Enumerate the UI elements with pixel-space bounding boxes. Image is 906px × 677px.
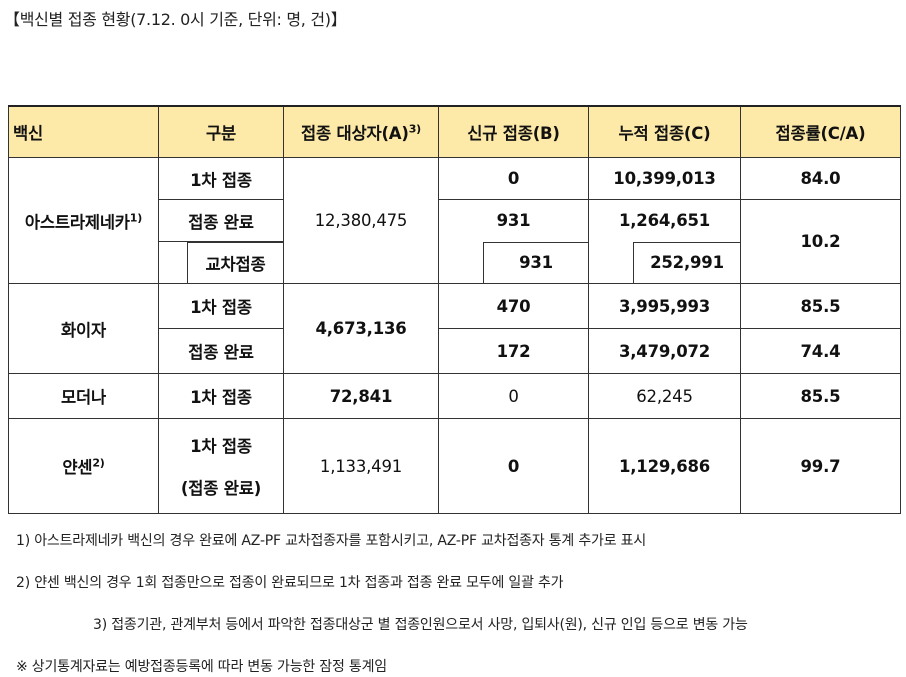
target-cell: 12,380,475 bbox=[283, 157, 439, 284]
header-category-label: 구분 bbox=[206, 124, 236, 143]
cross-label: 교차접종 bbox=[205, 255, 266, 274]
cross-new-value: 931 bbox=[519, 253, 553, 273]
footnote-3: 3) 접종기관, 관계부처 등에서 파악한 접종대상군 별 접종인원으로서 사망… bbox=[93, 617, 748, 633]
new-cell: 172 bbox=[438, 328, 589, 374]
header-cumulative-label: 누적 접종(C) bbox=[618, 124, 711, 143]
header-new-label: 신규 접종(B) bbox=[467, 124, 560, 143]
header-vaccine-label: 백신 bbox=[13, 124, 43, 143]
cumulative-cell: 1,129,686 bbox=[588, 418, 741, 514]
page-title: 【백신별 접종 현황(7.12. 0시 기준, 단위: 명, 건)】 bbox=[4, 10, 347, 29]
header-cumulative: 누적 접종(C) bbox=[588, 105, 741, 158]
janssen-label-complete: (접종 완료) bbox=[180, 479, 262, 498]
footnote-2: 2) 얀센 백신의 경우 1회 접종만으로 접종이 완료되므로 1차 접종과 접… bbox=[16, 575, 564, 591]
cumulative-cell: 3,479,072 bbox=[588, 328, 741, 374]
header-category: 구분 bbox=[158, 105, 284, 158]
table-header-row: 백신 구분 접종 대상자(A)3) 신규 접종(B) 누적 접종(C) 접종률(… bbox=[8, 105, 901, 158]
new-cell: 470 bbox=[438, 283, 589, 329]
table-row: 교차접종 931 252,991 bbox=[9, 241, 901, 284]
cumulative-cell: 1,264,651 bbox=[588, 199, 741, 242]
vaccine-name-az-footnote: 1) bbox=[129, 211, 143, 224]
new-cell: 0 bbox=[438, 157, 589, 200]
footnote-disclaimer: ※ 상기통계자료는 예방접종등록에 따라 변동 가능한 잠정 통계임 bbox=[16, 659, 387, 675]
category-cell: 1차 접종 bbox=[158, 283, 284, 329]
rate-cell: 99.7 bbox=[740, 418, 901, 514]
table-row: 아스트라제네카1) 1차 접종 12,380,475 0 10,399,013 … bbox=[8, 157, 901, 284]
target-cell: 1,133,491 bbox=[283, 418, 439, 514]
table-row: 화이자 1차 접종 4,673,136 470 3,995,993 85.5 bbox=[8, 283, 901, 374]
table-row: 모더나 1차 접종 72,841 0 62,245 85.5 bbox=[8, 373, 901, 419]
category-cell: 1차 접종 bbox=[158, 373, 284, 419]
janssen-label-first: 1차 접종 bbox=[190, 437, 252, 456]
vaccine-name-janssen-footnote: 2) bbox=[92, 456, 105, 470]
header-rate: 접종률(C/A) bbox=[740, 105, 901, 158]
table-row: 얀센2) 1차 접종 (접종 완료) 1,133,491 0 1,129,686… bbox=[8, 418, 901, 514]
category-cell: 접종 완료 bbox=[158, 199, 284, 242]
rate-cell: 74.4 bbox=[740, 328, 901, 374]
new-cell: 931 bbox=[438, 199, 589, 242]
cumulative-cell: 62,245 bbox=[588, 373, 741, 419]
footnote-1: 1) 아스트라제네카 백신의 경우 완료에 AZ-PF 교차접종자를 포함시키고… bbox=[16, 533, 646, 549]
header-rate-label: 접종률(C/A) bbox=[775, 124, 866, 143]
vaccine-name-janssen-label: 얀센 bbox=[62, 458, 93, 477]
header-target-footnote: 3) bbox=[408, 122, 421, 136]
vaccine-name-az-label: 아스트라제네카 bbox=[24, 212, 130, 232]
category-cell: 접종 완료 bbox=[158, 328, 284, 374]
table-row: 접종 완료 931 1,264,651 10.2 bbox=[9, 199, 901, 284]
header-vaccine: 백신 bbox=[8, 105, 159, 158]
category-cell: 1차 접종 bbox=[158, 157, 284, 200]
rate-cell: 85.5 bbox=[740, 373, 901, 419]
target-cell: 72,841 bbox=[283, 373, 439, 419]
cumulative-cell: 3,995,993 bbox=[588, 283, 741, 329]
table-row: 접종 완료 172 3,479,072 74.4 bbox=[9, 328, 901, 374]
rate-cell: 84.0 bbox=[740, 157, 901, 200]
new-cell: 931 bbox=[438, 241, 589, 284]
cross-new-box: 931 bbox=[483, 241, 588, 283]
vaccine-name-janssen: 얀센2) bbox=[8, 418, 159, 514]
target-cell: 4,673,136 bbox=[283, 283, 439, 374]
header-new: 신규 접종(B) bbox=[438, 105, 589, 158]
cumulative-cell: 252,991 bbox=[588, 241, 741, 284]
header-target: 접종 대상자(A)3) bbox=[283, 105, 439, 158]
category-cell: 교차접종 bbox=[158, 241, 284, 284]
vaccination-table: 백신 구분 접종 대상자(A)3) 신규 접종(B) 누적 접종(C) 접종률(… bbox=[8, 105, 901, 514]
category-cell: 1차 접종 (접종 완료) bbox=[158, 418, 284, 514]
rate-cell: 85.5 bbox=[740, 283, 901, 329]
vaccine-name-az: 아스트라제네카1) bbox=[8, 157, 159, 284]
cross-label-box: 교차접종 bbox=[187, 242, 283, 283]
vaccine-name-pfizer: 화이자 bbox=[8, 283, 159, 374]
cumulative-cell: 10,399,013 bbox=[588, 157, 741, 200]
new-cell: 0 bbox=[438, 418, 589, 514]
vaccine-name-moderna: 모더나 bbox=[8, 373, 159, 419]
rate-cell: 10.2 bbox=[740, 199, 901, 284]
new-cell: 0 bbox=[438, 373, 589, 419]
header-target-label: 접종 대상자(A) bbox=[301, 124, 409, 143]
cross-cum-box: 252,991 bbox=[633, 241, 740, 283]
cross-cum-value: 252,991 bbox=[650, 253, 724, 273]
